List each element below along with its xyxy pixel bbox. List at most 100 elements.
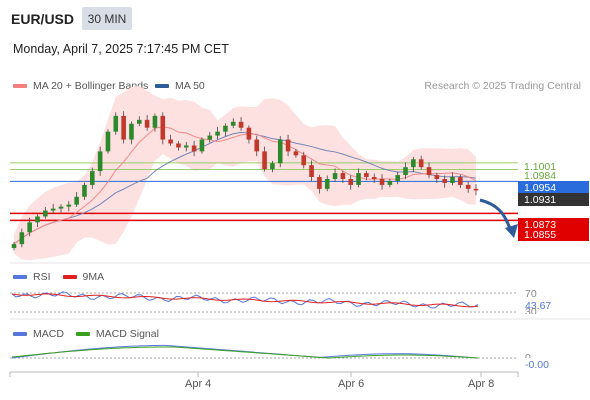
candle: [74, 196, 79, 205]
candle: [136, 119, 142, 124]
candle: [90, 171, 95, 185]
last-close-box: 1.0931: [518, 193, 589, 206]
macd-zero-label: 0: [525, 352, 531, 358]
candle: [43, 210, 48, 217]
ma50-label: MA 50: [175, 80, 205, 92]
support2-box: 1.0855: [518, 228, 589, 241]
candle: [458, 177, 463, 185]
candle: [11, 244, 17, 249]
x-label-apr4: Apr 4: [185, 378, 212, 390]
candles: [11, 111, 479, 251]
candle: [129, 123, 134, 140]
candle: [340, 173, 346, 179]
macd-line: [11, 344, 479, 359]
candle: [364, 173, 369, 178]
forecast-arrow-icon: [479, 198, 513, 233]
macd-label: MACD: [33, 328, 64, 340]
candle: [168, 139, 173, 144]
candle: [19, 232, 25, 245]
ma50-line: [13, 131, 477, 245]
arrow-head-icon: [505, 224, 518, 238]
candle: [426, 167, 432, 176]
support1-box: 1.0873: [518, 218, 589, 231]
candle: [191, 145, 197, 152]
candle: [348, 179, 354, 185]
candle: [301, 155, 307, 166]
legend-ma20: MA 20 + Bollinger Bands: [13, 80, 148, 92]
candle: [58, 206, 64, 209]
legend-ma50: MA 50: [155, 80, 205, 92]
candle: [50, 208, 56, 211]
candle: [293, 151, 299, 156]
candle: [465, 184, 471, 189]
candle: [160, 115, 166, 140]
candle: [403, 167, 408, 176]
rsi-line: [11, 291, 479, 309]
candle: [332, 173, 338, 179]
level-r2: 1.1001: [524, 161, 557, 173]
candle: [324, 179, 330, 189]
candle: [82, 184, 87, 197]
level-r1: 1.0984: [524, 170, 557, 182]
macd-signal-swatch: [75, 332, 90, 336]
candle: [215, 131, 220, 136]
candle: [238, 121, 244, 128]
credit-text: Research © 2025 Trading Central: [424, 80, 581, 92]
macd-value: -0.00: [525, 359, 549, 371]
candle: [113, 115, 119, 132]
candle: [144, 119, 150, 128]
candle: [411, 159, 416, 168]
candle: [207, 135, 213, 140]
candle: [35, 216, 40, 223]
macd-swatch: [13, 332, 27, 336]
candle: [223, 125, 228, 132]
candle: [473, 188, 479, 191]
candle: [254, 139, 260, 152]
candle: [395, 175, 400, 181]
candle: [277, 139, 283, 164]
candle: [371, 177, 377, 179]
pair-title: EUR/USD: [11, 11, 75, 27]
candle: [27, 222, 32, 233]
candle: [418, 159, 424, 168]
candle: [121, 115, 126, 140]
candle: [270, 163, 275, 170]
rsi-level-high: 70: [525, 288, 537, 300]
candle: [97, 151, 103, 172]
candle: [309, 165, 314, 178]
candle: [105, 131, 111, 152]
candle: [379, 179, 385, 185]
ma50-swatch: [155, 84, 169, 88]
candle: [450, 177, 455, 183]
macd-signal-line: [11, 346, 479, 359]
rsi-ma-line: [11, 293, 479, 308]
rsi-ma-swatch: [62, 275, 77, 279]
timeframe-button[interactable]: 30 MIN: [82, 7, 132, 30]
candle: [152, 115, 158, 128]
candle: [434, 175, 440, 179]
x-label-apr8: Apr 8: [468, 378, 495, 390]
datetime: Monday, April 7, 2025 7:17:45 PM CET: [13, 42, 229, 56]
rsi-level-low: 30: [525, 306, 537, 314]
candle: [442, 179, 447, 183]
rsi-ma-label: 9MA: [82, 271, 105, 283]
legend-macd: MACD MACD Signal: [13, 328, 159, 340]
rsi-swatch: [13, 275, 27, 279]
candle: [285, 139, 291, 152]
candle: [199, 139, 205, 152]
x-label-apr6: Apr 6: [338, 378, 365, 390]
candle: [317, 177, 322, 189]
candle: [66, 204, 72, 207]
current-price-box: 1.0954: [518, 181, 589, 194]
macd-signal-label: MACD Signal: [95, 328, 159, 340]
candle: [183, 145, 189, 148]
legend-rsi: RSI 9MA: [13, 271, 104, 283]
rsi-label: RSI: [33, 271, 51, 283]
candle: [387, 180, 393, 185]
candle: [230, 121, 236, 126]
candle: [246, 127, 252, 140]
ma20-swatch: [13, 84, 27, 88]
rsi-value: 43.67: [525, 300, 552, 312]
candle: [262, 151, 267, 170]
